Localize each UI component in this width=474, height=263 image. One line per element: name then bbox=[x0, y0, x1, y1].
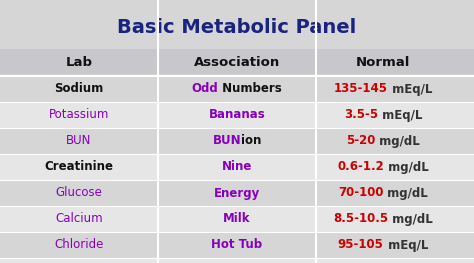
Text: ion: ion bbox=[241, 134, 262, 148]
Text: mg/dL: mg/dL bbox=[388, 213, 433, 225]
Text: Sodium: Sodium bbox=[55, 83, 104, 95]
Text: 95-105: 95-105 bbox=[338, 239, 384, 251]
Text: Chloride: Chloride bbox=[55, 239, 104, 251]
Text: Numbers: Numbers bbox=[219, 83, 282, 95]
Text: Nine: Nine bbox=[222, 160, 252, 174]
Bar bbox=[0, 128, 474, 154]
Text: Milk: Milk bbox=[223, 213, 251, 225]
Text: Odd: Odd bbox=[192, 83, 219, 95]
Text: 3.5-5: 3.5-5 bbox=[344, 109, 378, 122]
Bar bbox=[0, 258, 474, 263]
Text: 8.5-10.5: 8.5-10.5 bbox=[333, 213, 388, 225]
Text: Potassium: Potassium bbox=[49, 109, 109, 122]
Text: BUN: BUN bbox=[212, 134, 241, 148]
Bar bbox=[0, 49, 474, 75]
Text: 70-100: 70-100 bbox=[338, 186, 383, 200]
Text: Energy: Energy bbox=[214, 186, 260, 200]
Text: 5-20: 5-20 bbox=[346, 134, 375, 148]
Text: Lab: Lab bbox=[65, 57, 92, 69]
Text: Association: Association bbox=[194, 57, 280, 69]
Bar bbox=[0, 206, 474, 232]
Text: Creatinine: Creatinine bbox=[45, 160, 113, 174]
Text: mEq/L: mEq/L bbox=[384, 239, 428, 251]
Text: 135-145: 135-145 bbox=[334, 83, 388, 95]
Text: mg/dL: mg/dL bbox=[384, 160, 429, 174]
Bar bbox=[0, 102, 474, 128]
Bar bbox=[0, 154, 474, 180]
Text: Glucose: Glucose bbox=[55, 186, 102, 200]
Text: Basic Metabolic Panel: Basic Metabolic Panel bbox=[118, 18, 356, 37]
Bar bbox=[0, 232, 474, 258]
Text: mEq/L: mEq/L bbox=[378, 109, 422, 122]
Text: mg/dL: mg/dL bbox=[383, 186, 428, 200]
Text: BUN: BUN bbox=[66, 134, 91, 148]
Text: Calcium: Calcium bbox=[55, 213, 103, 225]
Text: mg/dL: mg/dL bbox=[375, 134, 420, 148]
Text: Hot Tub: Hot Tub bbox=[211, 239, 263, 251]
Text: mEq/L: mEq/L bbox=[388, 83, 432, 95]
Text: 0.6-1.2: 0.6-1.2 bbox=[337, 160, 384, 174]
Text: Normal: Normal bbox=[356, 57, 410, 69]
Bar bbox=[0, 76, 474, 102]
Text: Bananas: Bananas bbox=[209, 109, 265, 122]
Bar bbox=[0, 180, 474, 206]
